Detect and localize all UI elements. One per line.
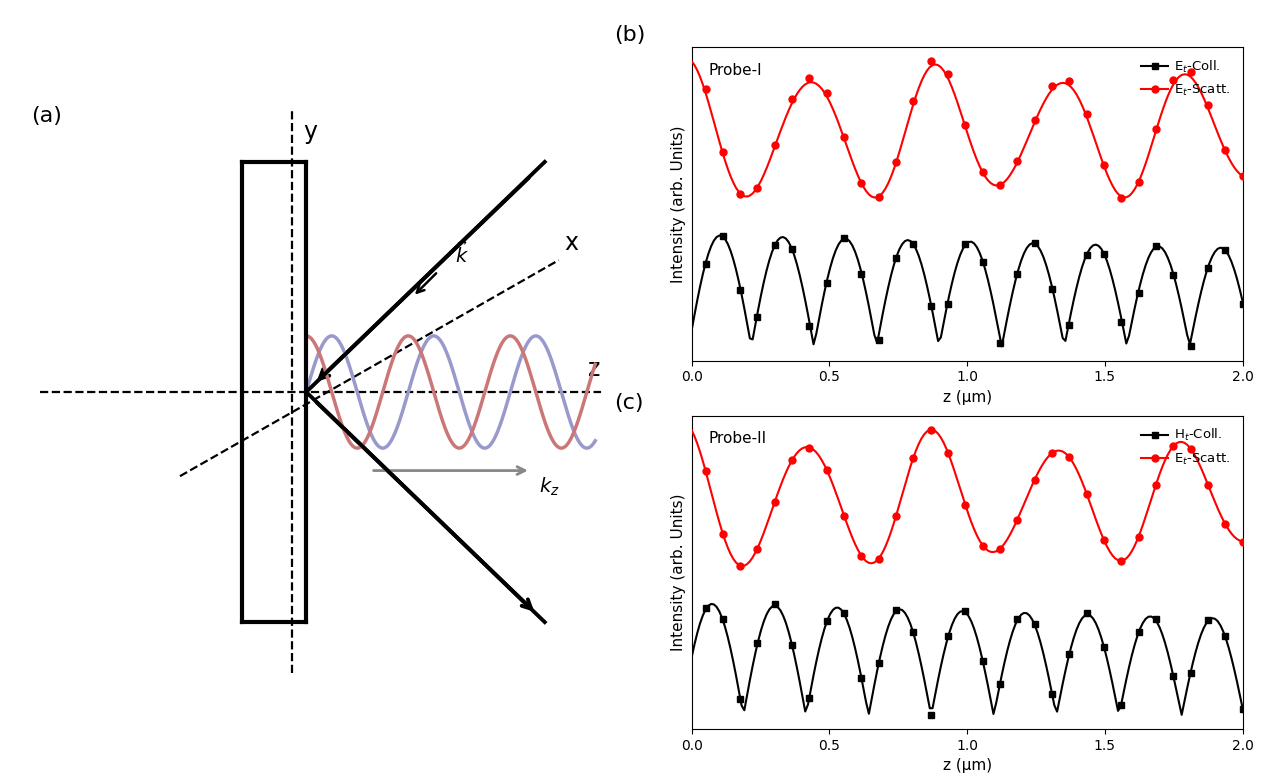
Text: x: x [565, 230, 579, 255]
X-axis label: z (μm): z (μm) [943, 758, 991, 773]
Text: Probe-I: Probe-I [708, 63, 762, 78]
Text: (a): (a) [31, 106, 61, 125]
Legend: E$_t$-Coll., E$_t$-Scatt.: E$_t$-Coll., E$_t$-Scatt. [1136, 53, 1236, 103]
Text: (b): (b) [615, 25, 646, 45]
Text: y: y [304, 120, 318, 143]
Text: $\vec{k}$: $\vec{k}$ [455, 241, 469, 267]
Y-axis label: Intensity (arb. Units): Intensity (arb. Units) [671, 494, 687, 651]
Text: $k_z$: $k_z$ [539, 476, 560, 499]
Y-axis label: Intensity (arb. Units): Intensity (arb. Units) [671, 125, 687, 282]
Text: (c): (c) [615, 394, 644, 413]
Legend: H$_t$-Coll., E$_t$-Scatt.: H$_t$-Coll., E$_t$-Scatt. [1136, 422, 1236, 472]
Text: Probe-II: Probe-II [708, 431, 766, 446]
Text: z: z [588, 357, 601, 381]
X-axis label: z (μm): z (μm) [943, 390, 991, 405]
